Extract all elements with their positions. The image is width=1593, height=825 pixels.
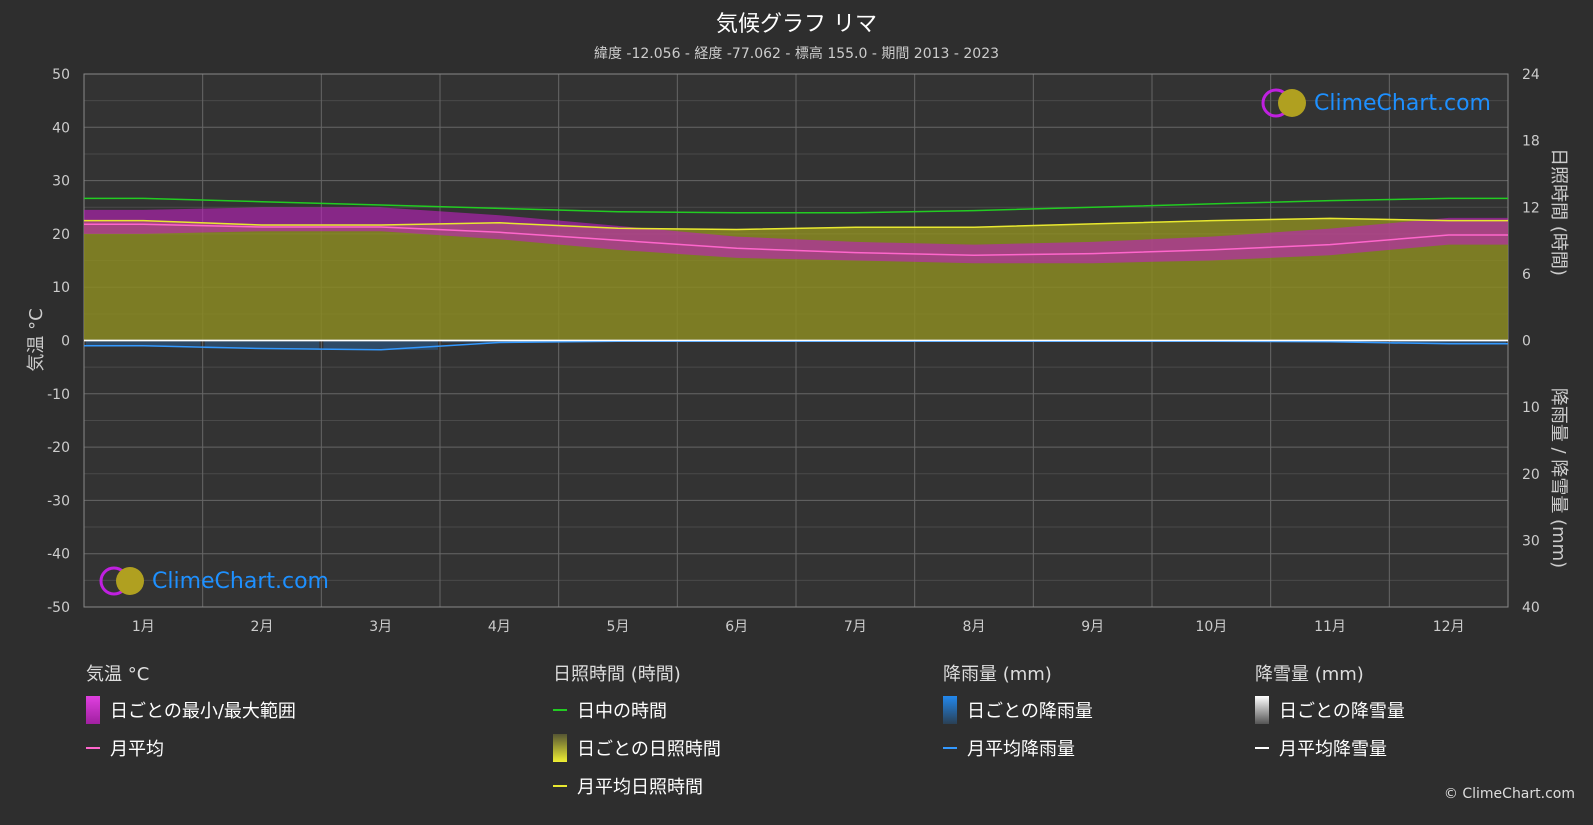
legend-label: 日ごとの降雪量 — [1279, 701, 1405, 722]
swatch-snow-avg — [1255, 747, 1269, 749]
x-tick-label: 2月 — [251, 619, 274, 635]
logo-top: ClimeChart.com — [1258, 86, 1491, 120]
tick-labels: 50 40 30 20 10 0 -10 -20 -30 -40 -50 24 18 12 6 0 10 20 30… — [47, 67, 1540, 635]
y-left-tick-label: -40 — [47, 547, 70, 563]
temperature-range-band — [84, 207, 1508, 264]
legend-label: 日ごとの降雨量 — [967, 701, 1093, 722]
chart-subtitle: 緯度 -12.056 - 経度 -77.062 - 標高 155.0 - 期間 … — [593, 46, 1000, 62]
legend-label: 日ごとの日照時間 — [577, 739, 721, 760]
y-left-tick-label: -50 — [47, 600, 70, 616]
y-right-sun-tick-label: 0 — [1522, 334, 1531, 350]
rain-bar — [204, 340, 320, 349]
logo-text: ClimeChart.com — [152, 568, 329, 594]
swatch-temp-range — [86, 696, 100, 724]
legend-item-temp-range: 日ごとの最小/最大範囲 — [86, 696, 296, 724]
legend-label: 月平均降雨量 — [967, 739, 1075, 760]
x-tick-label: 9月 — [1081, 619, 1104, 635]
legend-item-daily-snow: 日ごとの降雪量 — [1255, 696, 1405, 724]
swatch-daily-snow — [1255, 696, 1269, 724]
logo-bottom: ClimeChart.com — [96, 564, 329, 598]
series-line-月平均 — [84, 223, 1508, 256]
swatch-daylight — [553, 709, 567, 711]
climechart-logo-icon — [99, 566, 144, 596]
y-left-tick-label: -30 — [47, 493, 70, 509]
rain-bar — [442, 340, 557, 343]
y-left-tick-label: 10 — [52, 280, 70, 296]
x-tick-label: 11月 — [1314, 619, 1346, 635]
y-left-tick-label: -20 — [47, 440, 70, 456]
legend-item-temp-avg: 月平均 — [86, 736, 296, 760]
y-left-tick-label: 0 — [61, 334, 70, 350]
temp-range-band — [84, 207, 1508, 264]
y-right-precip-tick-label: 30 — [1522, 533, 1540, 549]
y-left-tick-label: 40 — [52, 120, 70, 136]
series-line-日中の時間 — [84, 197, 1508, 214]
y-right-precip-tick-label: 40 — [1522, 600, 1540, 616]
x-tick-label: 8月 — [963, 619, 986, 635]
series-line-月平均日照時間 — [84, 217, 1508, 231]
legend-label: 日ごとの最小/最大範囲 — [110, 701, 296, 722]
legend-label: 日中の時間 — [577, 701, 667, 722]
copyright-text: © ClimeChart.com — [1443, 786, 1575, 802]
swatch-temp-avg — [86, 747, 100, 749]
legend-item-sun-avg: 月平均日照時間 — [553, 774, 721, 798]
x-tick-label: 5月 — [607, 619, 630, 635]
swatch-rain-avg — [943, 747, 957, 749]
x-tick-label: 6月 — [725, 619, 748, 635]
y-right-sun-axis-title: 日照時間 (時間) — [1548, 148, 1569, 276]
y-right-sun-tick-label: 18 — [1522, 134, 1540, 150]
legend-snow-title: 降雪量 (mm) — [1255, 664, 1364, 685]
x-tick-label: 3月 — [369, 619, 392, 635]
y-left-tick-label: 20 — [52, 227, 70, 243]
legend-label: 月平均日照時間 — [577, 777, 703, 798]
legend-temp-title: 気温 °C — [86, 664, 150, 685]
legend-item-snow-avg: 月平均降雪量 — [1255, 736, 1405, 760]
x-tick-label: 10月 — [1195, 619, 1227, 635]
legend-label: 月平均 — [110, 739, 164, 760]
y-right-sun-tick-label: 12 — [1522, 200, 1540, 216]
y-left-axis-title: 気温 °C — [26, 308, 47, 371]
x-tick-label: 7月 — [844, 619, 867, 635]
climate-chart: 50 40 30 20 10 0 -10 -20 -30 -40 -50 24 18 12 6 0 10 20 30… — [26, 67, 1569, 635]
y-right-precip-tick-label: 10 — [1522, 400, 1540, 416]
y-right-precip-axis-title: 降雨量 / 降雪量 (mm) — [1548, 388, 1569, 568]
legend-sun-title: 日照時間 (時間) — [553, 664, 681, 685]
legend-item-daily-rain: 日ごとの降雨量 — [943, 696, 1093, 724]
rain-bar — [86, 340, 201, 346]
x-tick-label: 4月 — [488, 619, 511, 635]
x-tick-label: 1月 — [132, 619, 155, 635]
legend-item-daylight: 日中の時間 — [553, 698, 721, 722]
legend-temperature: 気温 °C 日ごとの最小/最大範囲 月平均 — [86, 660, 296, 774]
rain-bar — [323, 340, 438, 350]
x-tick-label: 12月 — [1433, 619, 1465, 635]
legend-sunshine: 日照時間 (時間) 日中の時間 日ごとの日照時間 月平均日照時間 — [553, 660, 721, 812]
legend-rain: 降雨量 (mm) 日ごとの降雨量 月平均降雨量 — [943, 660, 1093, 774]
swatch-daily-rain — [943, 696, 957, 724]
chart-title: 気候グラフ リマ — [716, 12, 877, 37]
logo-text: ClimeChart.com — [1314, 90, 1491, 116]
rain-bar — [1391, 340, 1506, 344]
legend-item-daily-sun: 日ごとの日照時間 — [553, 734, 721, 762]
y-right-precip-tick-label: 20 — [1522, 467, 1540, 483]
y-left-tick-label: 50 — [52, 67, 70, 83]
y-right-sun-tick-label: 24 — [1522, 67, 1540, 83]
legend-snow: 降雪量 (mm) 日ごとの降雪量 月平均降雪量 — [1255, 660, 1405, 774]
legend-label: 月平均降雪量 — [1279, 739, 1387, 760]
climechart-logo-icon — [1261, 88, 1306, 118]
swatch-daily-sun — [553, 734, 567, 762]
y-left-tick-label: 30 — [52, 174, 70, 190]
y-left-tick-label: -10 — [47, 387, 70, 403]
swatch-sun-avg — [553, 785, 567, 787]
y-right-sun-tick-label: 6 — [1522, 267, 1531, 283]
legend-item-rain-avg: 月平均降雨量 — [943, 736, 1093, 760]
legend-rain-title: 降雨量 (mm) — [943, 664, 1052, 685]
series-lines — [84, 197, 1508, 351]
